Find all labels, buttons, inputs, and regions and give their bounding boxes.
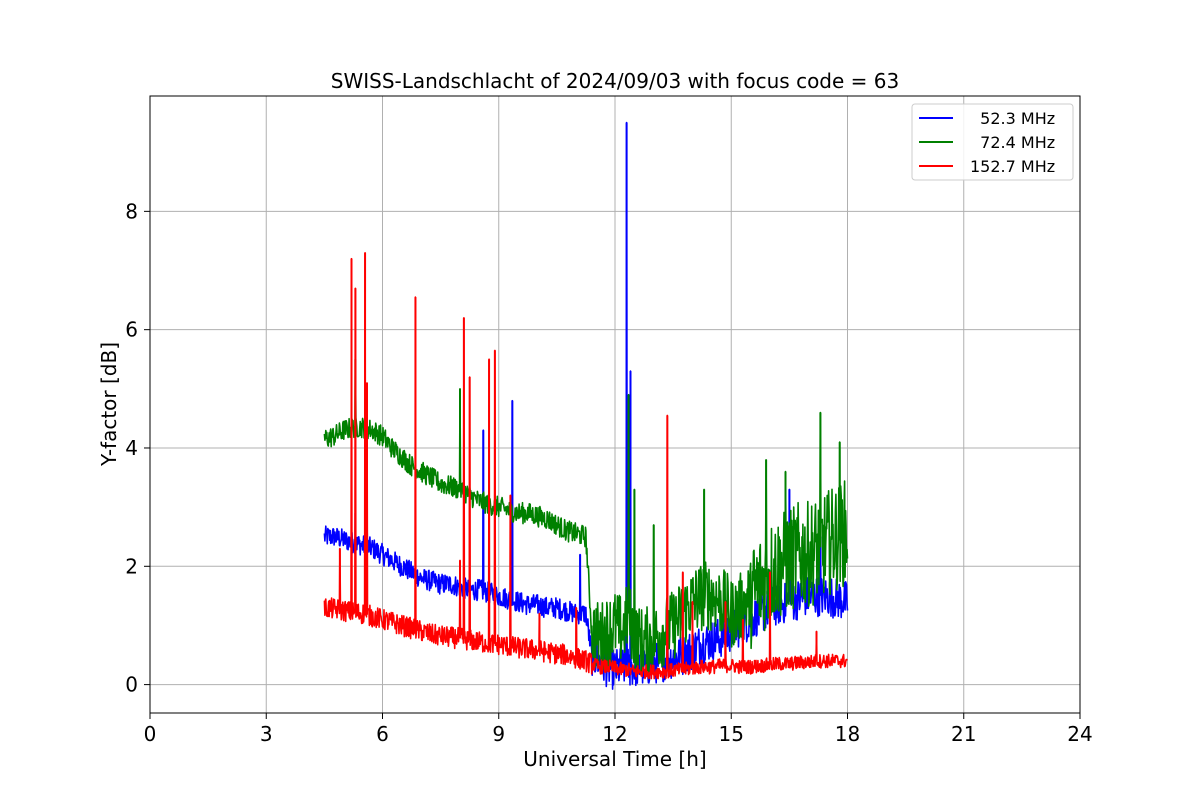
- x-tick-label: 9: [492, 722, 505, 746]
- y-tick-label: 6: [125, 318, 138, 342]
- x-tick-label: 21: [951, 722, 976, 746]
- legend-entry: 52.3 MHz: [970, 109, 1055, 128]
- legend-entry: 72.4 MHz: [970, 133, 1055, 152]
- x-tick-label: 18: [835, 722, 860, 746]
- legend: 52.3 MHz 72.4 MHz 152.7 MHz: [911, 103, 1074, 181]
- x-tick-label: 3: [260, 722, 273, 746]
- y-tick-label: 2: [125, 554, 138, 578]
- chart-title: SWISS-Landschlacht of 2024/09/03 with fo…: [331, 69, 899, 93]
- x-axis-label: Universal Time [h]: [523, 747, 706, 771]
- series-line-2: [323, 252, 848, 680]
- legend-entry: 152.7 MHz: [970, 157, 1055, 176]
- x-tick-label: 6: [376, 722, 389, 746]
- y-tick-label: 8: [125, 199, 138, 223]
- x-tick-label: 24: [1067, 722, 1092, 746]
- y-tick-label: 0: [125, 673, 138, 697]
- x-tick-label: 0: [144, 722, 157, 746]
- legend-box: [911, 103, 1074, 181]
- series-layer: [323, 121, 849, 690]
- x-tick-label: 12: [602, 722, 627, 746]
- x-tick-label: 15: [719, 722, 744, 746]
- series-line-1: [323, 358, 849, 676]
- y-axis-label: Y-factor [dB]: [97, 342, 121, 467]
- y-tick-label: 4: [125, 436, 138, 460]
